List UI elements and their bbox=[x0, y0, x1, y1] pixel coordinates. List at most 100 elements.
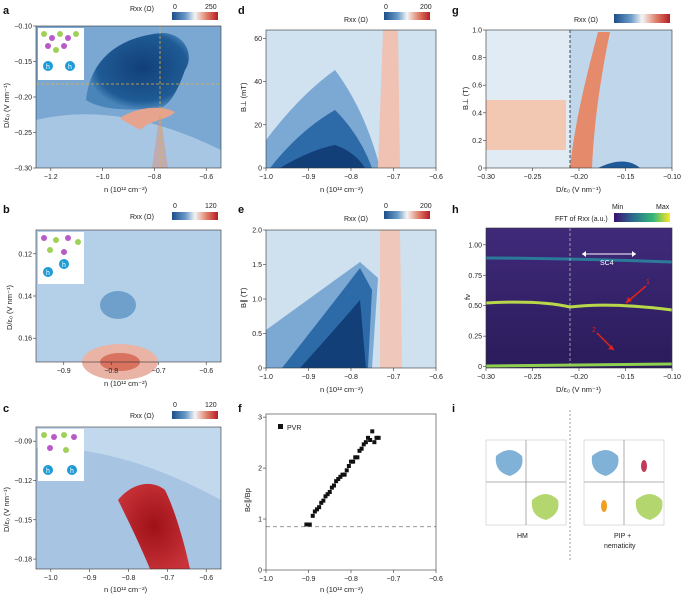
panel-c-letter: c bbox=[3, 403, 9, 415]
hole-icon bbox=[67, 465, 77, 475]
panel-a-colorbar bbox=[172, 12, 218, 20]
panel-h-ytick-label: 0 bbox=[478, 364, 482, 371]
panel-i-label-right-2: nematicity bbox=[604, 543, 636, 550]
panel-a-colorbar-max: 250 bbox=[205, 4, 217, 11]
panel-b-xtick-label: −0.8 bbox=[104, 368, 118, 375]
panel-e-ytick-label: 1.5 bbox=[252, 262, 262, 269]
panel-c-inset: h h bbox=[38, 429, 84, 481]
panel-f-ytick-label: 1 bbox=[258, 517, 262, 524]
panel-f-data-point bbox=[319, 500, 324, 505]
panel-g-ytick-label: 0 bbox=[478, 166, 482, 173]
panel-i-hm-diagram bbox=[485, 439, 567, 526]
panel-g-xlabel: D/ε₀ (V nm⁻¹) bbox=[556, 185, 601, 194]
panel-d-xtick-label: −0.8 bbox=[344, 174, 358, 181]
panel-f-data-point bbox=[374, 435, 379, 440]
panel-c-ytick-label: −0.18 bbox=[14, 557, 32, 564]
panel-f-xlabel: n (10¹² cm⁻²) bbox=[320, 585, 364, 594]
panel-h-ytick-label: 0.75 bbox=[468, 273, 482, 280]
panel-f-data-point bbox=[342, 472, 347, 477]
svg-text:h: h bbox=[46, 270, 50, 277]
panel-g-colorbar-label: Rxx (Ω) bbox=[574, 17, 598, 24]
panel-a-ytick-label: −0.15 bbox=[14, 59, 32, 66]
panel-a-inset: h h bbox=[38, 28, 84, 80]
panel-c-xtick-label: −0.9 bbox=[83, 575, 97, 582]
svg-text:h: h bbox=[46, 468, 50, 475]
panel-a-ytick-label: −0.30 bbox=[14, 166, 32, 173]
panel-b-inset: h h bbox=[38, 232, 84, 284]
panel-b-ytick-label: 0.14 bbox=[18, 294, 32, 301]
panel-c-xtick-label: −0.8 bbox=[122, 575, 136, 582]
panel-f-ylabel: Bc∥/Bp bbox=[243, 488, 252, 512]
panel-i: i HM PIP + nematicity bbox=[452, 403, 665, 560]
panel-a-ytick-label: −0.10 bbox=[14, 24, 32, 31]
panel-f-data-point bbox=[376, 435, 381, 440]
panel-g-xtick-label: −0.25 bbox=[524, 174, 542, 181]
panel-d-ylabel: B⊥ (mT) bbox=[239, 82, 248, 112]
panel-f-points bbox=[304, 429, 381, 527]
panel-d-letter: d bbox=[238, 5, 245, 17]
panel-b-colorbar-min: 0 bbox=[173, 203, 177, 210]
panel-f-ytick-label: 2 bbox=[258, 466, 262, 473]
panel-b-ytick-label: 0.16 bbox=[18, 336, 32, 343]
panel-f-ytick-label: 3 bbox=[258, 415, 262, 422]
panel-f-data-point bbox=[327, 490, 332, 494]
svg-text:h: h bbox=[46, 64, 50, 71]
panel-f-data-point bbox=[340, 472, 345, 477]
panel-d-colorbar-label: Rxx (Ω) bbox=[344, 17, 368, 24]
panel-f-data-point bbox=[363, 440, 368, 445]
panel-b-ylabel: D/ε₀ (V nm⁻¹) bbox=[5, 285, 14, 330]
panel-e-colorbar-min: 0 bbox=[384, 203, 388, 210]
panel-b-xtick-label: −0.9 bbox=[57, 368, 71, 375]
panel-c-ytick-label: −0.12 bbox=[14, 478, 32, 485]
panel-f-data-point bbox=[321, 498, 326, 503]
panel-g-ylabel: B⊥ (T) bbox=[461, 86, 470, 110]
panel-e: e Rxx (Ω) 0 200 2.01.51.00.50−1.0 −0.9 −0.… bbox=[238, 203, 443, 394]
panel-b: b Rxx (Ω) 0 120 h h 0.12 0.14 0.16 −0.9 −0.8… bbox=[3, 203, 222, 388]
panel-e-ytick-label: 2.0 bbox=[252, 228, 262, 235]
panel-h-line-zero bbox=[485, 362, 673, 368]
panel-c-xtick-label: −1.0 bbox=[44, 575, 58, 582]
panel-e-xtick-label: −0.6 bbox=[429, 374, 443, 381]
panel-f-data-point bbox=[368, 438, 373, 442]
hole-icon bbox=[43, 465, 53, 475]
panel-c-xtick-label: −0.6 bbox=[199, 575, 213, 582]
panel-a-xtick-label: −0.8 bbox=[147, 174, 161, 181]
panel-d-ytick-label: 40 bbox=[254, 79, 262, 86]
panel-f-data-point bbox=[355, 455, 360, 460]
panel-f-xtick-label: −0.8 bbox=[344, 576, 358, 583]
panel-f-data-point bbox=[332, 483, 336, 488]
panel-f-data-point bbox=[329, 485, 334, 490]
panel-d-xtick-label: −0.6 bbox=[429, 174, 443, 181]
panel-b-colorbar-max: 120 bbox=[205, 203, 217, 210]
panel-f-data-point bbox=[361, 442, 366, 447]
panel-d-colorbar-max: 200 bbox=[420, 4, 432, 11]
panel-f-plot-area bbox=[266, 414, 436, 570]
panel-f-data-point bbox=[336, 477, 341, 481]
panel-d-xlabel: n (10¹² cm⁻²) bbox=[320, 185, 364, 194]
panel-i-letter: i bbox=[452, 403, 455, 415]
panel-h-colorbar-min: Min bbox=[612, 204, 623, 211]
panel-h: h FFT of Rxx (a.u.) Min Max SC4 1 2 1.00… bbox=[452, 204, 681, 394]
panel-f-data-point bbox=[351, 459, 356, 464]
panel-i-label-left: HM bbox=[517, 533, 528, 540]
panel-f-data-point bbox=[344, 468, 349, 473]
panel-h-xtick-label: −0.20 bbox=[570, 374, 588, 381]
panel-c-red-band bbox=[118, 483, 190, 569]
panel-h-letter: h bbox=[452, 204, 459, 216]
panel-a-colorbar-label: Rxx (Ω) bbox=[130, 6, 154, 13]
panel-d-xtick-label: −1.0 bbox=[259, 174, 273, 181]
svg-text:h: h bbox=[68, 64, 72, 71]
panel-f-ytick-label: 0 bbox=[258, 568, 262, 575]
hole-icon bbox=[59, 259, 69, 269]
panel-i-label-right-1: PIP + bbox=[614, 533, 631, 540]
svg-text:h: h bbox=[62, 262, 66, 269]
panel-e-xlabel: n (10¹² cm⁻²) bbox=[320, 385, 364, 394]
panel-d-ytick-label: 0 bbox=[258, 166, 262, 173]
panel-g-colorbar bbox=[614, 14, 670, 23]
panel-d-ytick-label: 20 bbox=[254, 122, 262, 129]
panel-f: f PVR 3 2 1 0−1.0 −0.9 −0.8 −0.7 −0.6 n (10¹² c… bbox=[238, 403, 443, 594]
panel-a-ylabel: D/ε₀ (V nm⁻¹) bbox=[2, 83, 11, 128]
panel-f-data-point bbox=[372, 440, 377, 445]
panel-a-xtick-label: −0.6 bbox=[199, 174, 213, 181]
panel-e-letter: e bbox=[238, 204, 244, 216]
